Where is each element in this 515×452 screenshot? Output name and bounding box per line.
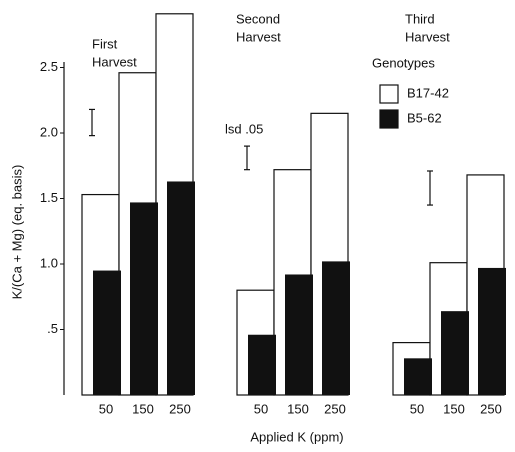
- x-axis-label: Applied K (ppm): [250, 429, 343, 444]
- x-tick-label: 50: [99, 401, 113, 416]
- group-label: Third: [405, 11, 435, 26]
- x-tick-label: 250: [169, 401, 191, 416]
- y-tick-label: 1.5: [40, 190, 58, 205]
- bar: [285, 274, 313, 395]
- x-tick-label: 250: [480, 401, 502, 416]
- legend-swatch: [379, 84, 399, 104]
- group-label: Harvest: [236, 29, 281, 44]
- bar: [130, 202, 158, 395]
- y-tick-label: 2.5: [40, 59, 58, 74]
- x-tick-label: 150: [443, 401, 465, 416]
- legend-label: B5-62: [407, 110, 442, 125]
- x-tick-label: 50: [254, 401, 268, 416]
- y-tick-label: 1.0: [40, 255, 58, 270]
- x-tick-label: 150: [287, 401, 309, 416]
- bar: [404, 358, 432, 395]
- group-label: First: [92, 36, 118, 51]
- group-label: Second: [236, 11, 280, 26]
- group-label: Harvest: [405, 29, 450, 44]
- legend-label: B17-42: [407, 85, 449, 100]
- group-label: Harvest: [92, 54, 137, 69]
- x-tick-label: 50: [410, 401, 424, 416]
- legend-swatch: [379, 109, 399, 129]
- lsd-label: lsd .05: [225, 121, 263, 136]
- bar: [167, 181, 195, 395]
- lsd-bar: [427, 170, 433, 206]
- legend-title: Genotypes: [372, 55, 435, 70]
- lsd-bar: [89, 108, 95, 137]
- x-tick-label: 150: [132, 401, 154, 416]
- y-tick-label: 2.0: [40, 124, 58, 139]
- bar: [248, 334, 276, 395]
- bar: [322, 261, 350, 395]
- bar: [93, 270, 121, 395]
- bar: [478, 267, 506, 395]
- y-tick-label: .5: [47, 321, 58, 336]
- y-axis-label: K/(Ca + Mg) (eq. basis): [9, 165, 24, 300]
- x-tick-label: 250: [324, 401, 346, 416]
- bar: [441, 311, 469, 395]
- lsd-bar: [244, 145, 250, 171]
